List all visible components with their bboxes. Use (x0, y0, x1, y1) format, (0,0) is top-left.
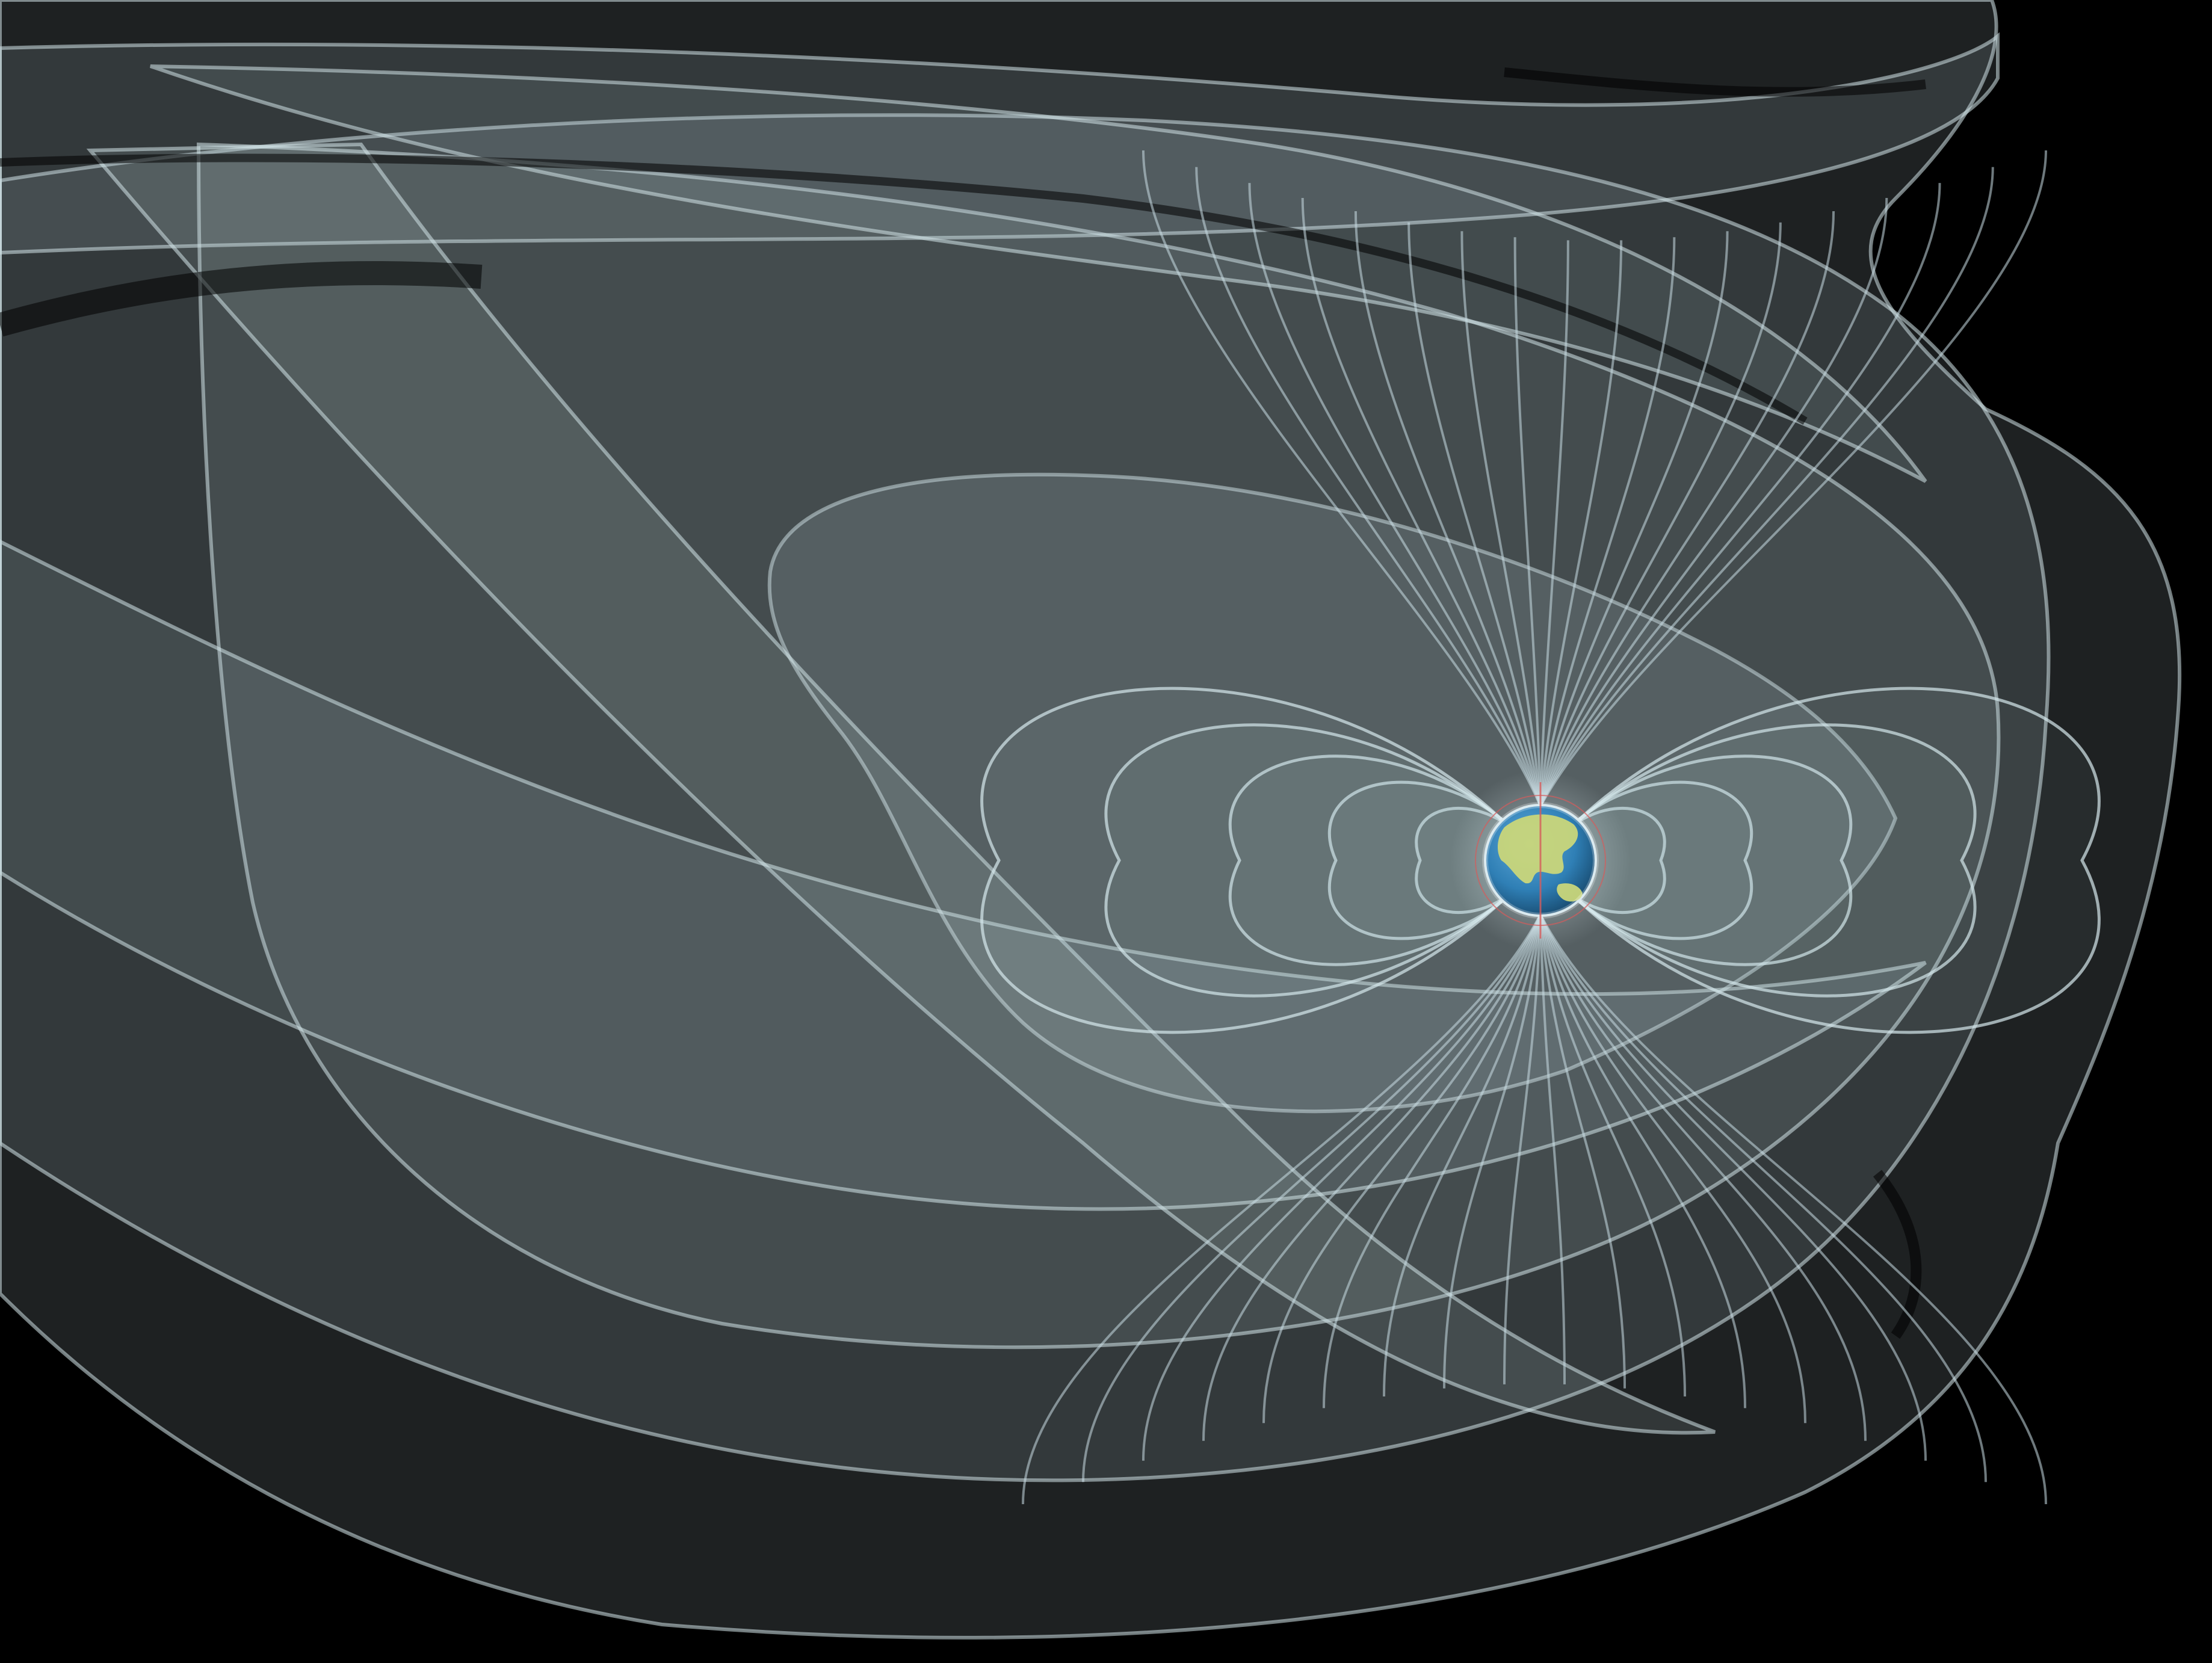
earth-landmass (1497, 814, 1578, 884)
field-line-north (1142, 150, 1542, 807)
earth-landmass (1557, 883, 1583, 902)
field-line-south (1443, 914, 1542, 1389)
field-line-north (1539, 211, 1835, 807)
field-line-south (1539, 914, 2047, 1505)
outer-field-surfaces (0, 0, 2182, 1640)
field-line-north (1539, 167, 1994, 807)
field-line-north (1407, 222, 1542, 807)
field-line-north (1539, 197, 1888, 807)
field-line-north (1539, 183, 1941, 807)
field-line-north (1539, 237, 1676, 807)
field-line-south (1539, 914, 1987, 1483)
field-line-north (1354, 211, 1542, 807)
field-line-south (1539, 914, 1806, 1424)
field-line-north (1460, 231, 1542, 807)
polar-field-lines (1022, 150, 2047, 1505)
earth (1450, 770, 1631, 951)
field-surface (0, 539, 1927, 1211)
field-line-north (1301, 197, 1542, 807)
field-line-south (1539, 914, 1686, 1396)
field-line-south (1323, 914, 1542, 1408)
field-line-north (1539, 222, 1782, 807)
field-line-south (1202, 914, 1542, 1441)
field-line-south (1142, 914, 1542, 1461)
field-line-south (1539, 914, 1867, 1441)
field-line-south (1503, 914, 1542, 1384)
field-surface (150, 64, 1927, 483)
inner-cusp-surface (767, 472, 1898, 1114)
field-line-south (1539, 914, 1927, 1461)
field-line-south (1262, 914, 1542, 1424)
field-surface (0, 113, 2051, 1483)
layer-gaps (0, 67, 1926, 1339)
field-surface (86, 142, 1716, 1435)
field-line-south (1022, 914, 1542, 1505)
field-line-north (1539, 240, 1623, 807)
field-line-south (1539, 914, 1626, 1389)
field-line-north (1539, 231, 1729, 807)
field-line-north (1195, 167, 1542, 807)
field-line-north (1539, 150, 2047, 807)
field-line-south (1082, 914, 1542, 1483)
field-line-north (1539, 240, 1569, 807)
field-line-south (1383, 914, 1542, 1396)
field-line-north (1248, 183, 1542, 807)
field-line-south (1539, 914, 1746, 1408)
field-line-south (1539, 914, 1566, 1384)
field-surface (196, 142, 2001, 1350)
field-line-north (1513, 237, 1542, 807)
